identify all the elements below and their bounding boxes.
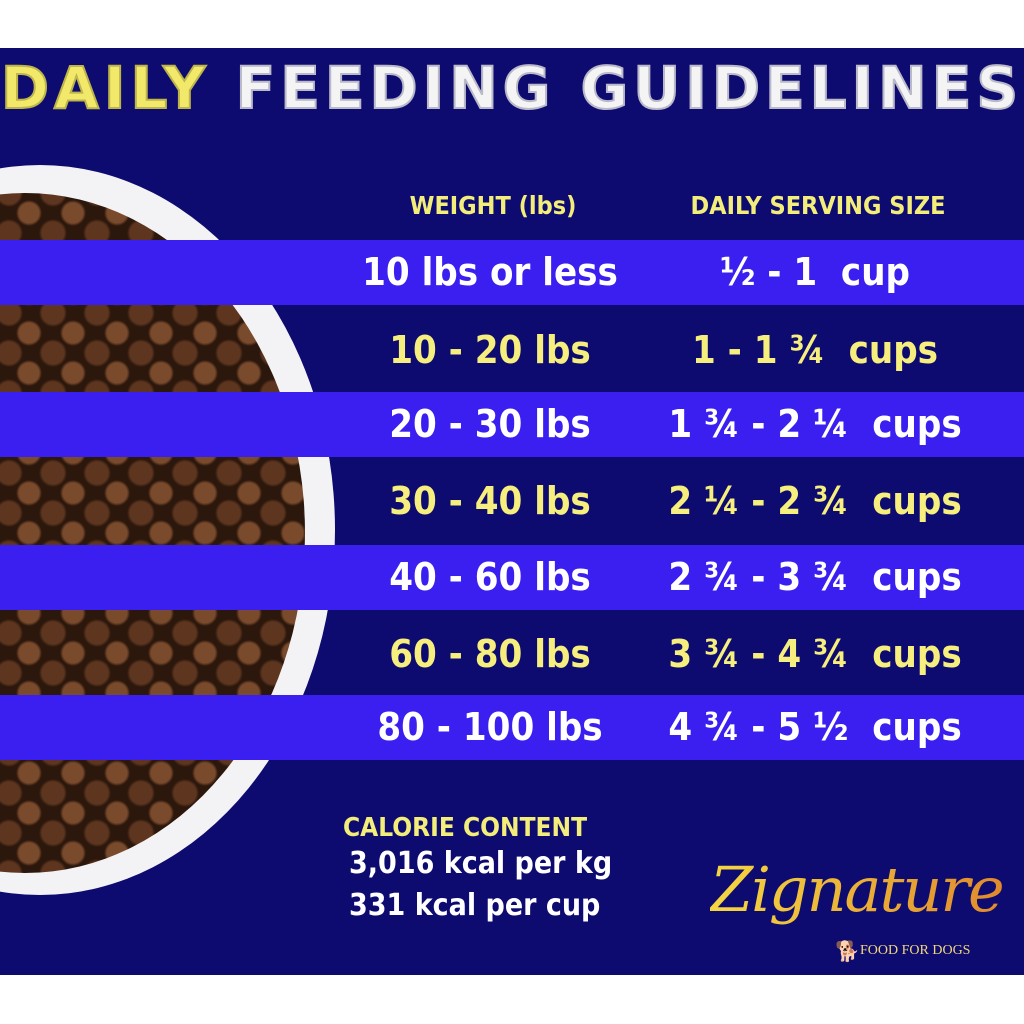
weight-cell: 60 - 80 lbs [389, 632, 591, 676]
weight-cell: 80 - 100 lbs [377, 705, 603, 749]
weight-cell: 10 - 20 lbs [389, 328, 591, 372]
serving-cell: 2 ¾ - 3 ¾ cups [668, 555, 962, 599]
calorie-per-kg: 3,016 kcal per kg [349, 846, 613, 881]
serving-cell: 4 ¾ - 5 ½ cups [668, 705, 962, 749]
title-rest: FEEDING GUIDELINES [235, 53, 1024, 123]
serving-cell: 2 ¼ - 2 ¾ cups [668, 479, 962, 523]
serving-cell: 1 - 1 ¾ cups [691, 328, 939, 372]
serving-cell: ½ - 1 cup [719, 250, 911, 294]
weight-cell: 10 lbs or less [362, 250, 618, 294]
brand-tagline: FOOD FOR DOGS [860, 943, 971, 958]
row-stripe [0, 545, 1024, 610]
header-serving: DAILY SERVING SIZE [690, 191, 946, 220]
weight-cell: 20 - 30 lbs [389, 402, 591, 446]
table-row: 30 - 40 lbs 2 ¼ - 2 ¾ cups [0, 469, 1024, 534]
row-stripe [0, 695, 1024, 760]
table-row: 80 - 100 lbs 4 ¾ - 5 ½ cups [0, 695, 1024, 760]
table-row: 40 - 60 lbs 2 ¾ - 3 ¾ cups [0, 545, 1024, 610]
calorie-content: CALORIE CONTENT 3,016 kcal per kg 331 kc… [343, 813, 612, 927]
calorie-per-cup: 331 kcal per cup [349, 888, 601, 923]
row-stripe [0, 392, 1024, 457]
row-stripe [0, 240, 1024, 305]
table-row: 20 - 30 lbs 1 ¾ - 2 ¼ cups [0, 392, 1024, 457]
table-row: 60 - 80 lbs 3 ¾ - 4 ¾ cups [0, 622, 1024, 687]
brand-logo: Zignature 🐕 FOOD FOR DOGS [700, 853, 1005, 973]
serving-cell: 1 ¾ - 2 ¼ cups [668, 402, 962, 446]
weight-cell: 30 - 40 lbs [389, 479, 591, 523]
feeding-guidelines-panel: DAILY FEEDING GUIDELINES WEIGHT (lbs) DA… [0, 48, 1024, 975]
header-weight: WEIGHT (lbs) [409, 191, 577, 220]
table-row: 10 lbs or less ½ - 1 cup [0, 240, 1024, 305]
title-highlight: DAILY [0, 53, 211, 123]
table-row: 10 - 20 lbs 1 - 1 ¾ cups [0, 318, 1024, 383]
serving-cell: 3 ¾ - 4 ¾ cups [668, 632, 962, 676]
calorie-heading: CALORIE CONTENT [343, 813, 588, 843]
brand-name: Zignature [710, 853, 1005, 926]
weight-cell: 40 - 60 lbs [389, 555, 591, 599]
page-title: DAILY FEEDING GUIDELINES [0, 53, 1024, 123]
dog-icon: 🐕 [835, 939, 860, 963]
